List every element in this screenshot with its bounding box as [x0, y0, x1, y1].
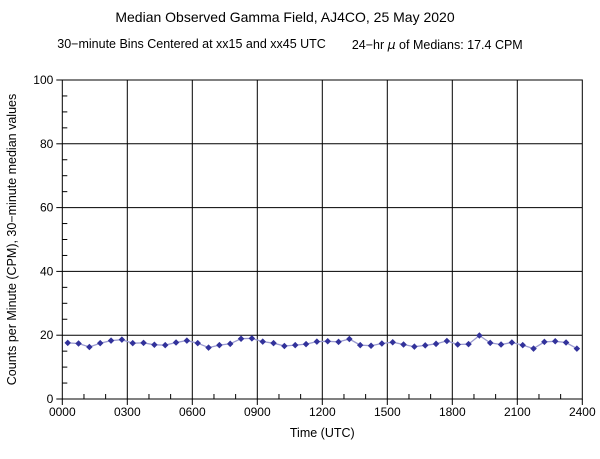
data-point-marker [281, 342, 288, 350]
data-point-marker [183, 337, 191, 344]
data-point-marker [541, 338, 548, 346]
x-axis-tick-label: 1200 [309, 405, 336, 419]
data-point-marker [161, 341, 169, 349]
chart-title: Median Observed Gamma Field, AJ4CO, 25 M… [115, 9, 455, 25]
data-point-marker [367, 342, 375, 349]
x-axis-tick-label: 0300 [114, 405, 141, 419]
y-axis-tick-label: 80 [40, 137, 54, 151]
x-axis-tick-label: 1800 [439, 405, 466, 419]
data-point-marker [291, 341, 299, 349]
data-point-marker [530, 345, 537, 352]
data-point-marker [118, 336, 126, 343]
data-point-marker [356, 341, 364, 349]
chart-subtitle: 30−minute Bins Centered at xx15 and xx45… [0, 37, 580, 52]
x-axis-tick-label: 1500 [374, 405, 401, 419]
y-axis-tick-label: 60 [40, 201, 54, 215]
data-point-marker [86, 343, 93, 351]
data-point-marker [151, 341, 158, 349]
plot-border [61, 79, 583, 400]
data-point-marker [421, 342, 429, 349]
x-axis-tick-label: 0000 [49, 405, 76, 419]
data-point-marker [237, 335, 245, 342]
data-point-marker [324, 338, 331, 345]
x-axis-tick-label: 2100 [504, 405, 531, 419]
data-point-marker [140, 339, 147, 347]
y-axis-title: Counts per Minute (CPM), 30−minute media… [5, 94, 19, 385]
data-point-marker [454, 341, 461, 348]
x-axis-tick-label: 0900 [244, 405, 271, 419]
data-point-marker [443, 337, 451, 345]
y-axis-tick-label: 0 [47, 392, 54, 406]
data-point-marker [302, 340, 310, 348]
data-point-marker [551, 338, 559, 345]
data-point-marker [346, 335, 353, 343]
data-point-marker [465, 340, 472, 348]
data-point-marker [313, 338, 321, 345]
subtitle-bins-note: 30−minute Bins Centered at xx15 and xx45… [57, 37, 326, 51]
data-point-marker [400, 341, 407, 348]
y-axis-tick-label: 20 [40, 328, 54, 342]
data-point-marker [226, 340, 234, 348]
data-point-marker [270, 339, 277, 347]
data-point-marker [562, 339, 570, 346]
data-point-marker [96, 339, 104, 347]
data-point-marker [129, 339, 136, 347]
data-point-marker [486, 339, 494, 347]
data-point-marker [75, 340, 82, 347]
data-point-marker [248, 335, 256, 342]
data-point-marker [335, 338, 342, 346]
x-axis-title: Time (UTC) [290, 426, 355, 440]
data-point-marker [107, 337, 115, 344]
data-point-marker [378, 340, 386, 347]
data-point-marker [411, 343, 418, 350]
data-point-marker [508, 339, 516, 346]
x-axis-tick-label: 0600 [179, 405, 206, 419]
data-point-marker [216, 341, 223, 349]
data-point-marker [259, 338, 266, 345]
data-point-marker [432, 340, 440, 348]
data-point-marker [573, 345, 581, 352]
data-point-marker [497, 341, 505, 348]
mu-symbol: μ [387, 37, 396, 52]
data-point-marker [172, 339, 180, 346]
data-point-marker [194, 339, 201, 347]
data-point-marker [519, 341, 526, 349]
y-axis-tick-label: 100 [33, 73, 53, 87]
data-point-marker [476, 332, 483, 339]
data-point-marker [389, 338, 396, 346]
y-axis-tick-label: 40 [40, 264, 54, 278]
data-point-marker [64, 339, 71, 347]
subtitle-mean-note: 24−hr μ of Medians: 17.4 CPM [351, 37, 523, 52]
x-axis-tick-label: 2400 [569, 405, 596, 419]
data-point-marker [205, 344, 212, 351]
